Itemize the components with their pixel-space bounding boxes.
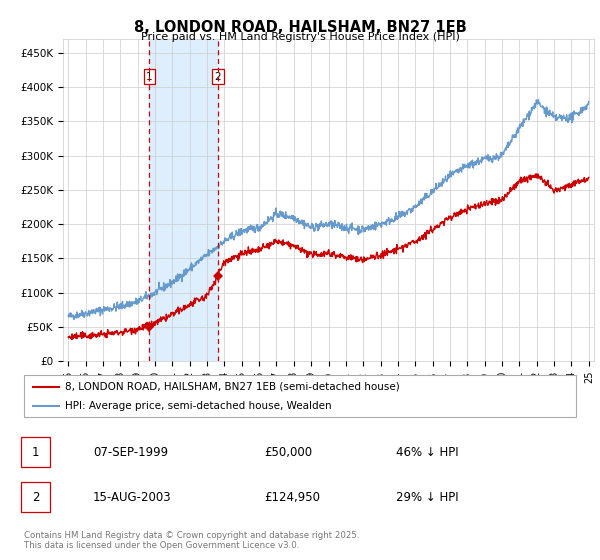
Text: Price paid vs. HM Land Registry's House Price Index (HPI): Price paid vs. HM Land Registry's House … <box>140 32 460 43</box>
FancyBboxPatch shape <box>24 375 576 417</box>
Text: 1: 1 <box>32 446 39 459</box>
Text: £50,000: £50,000 <box>264 446 312 459</box>
Text: £124,950: £124,950 <box>264 491 320 503</box>
Text: 29% ↓ HPI: 29% ↓ HPI <box>396 491 458 503</box>
Text: 15-AUG-2003: 15-AUG-2003 <box>93 491 172 503</box>
Text: 2: 2 <box>214 72 221 82</box>
Text: 2: 2 <box>32 491 39 503</box>
Text: Contains HM Land Registry data © Crown copyright and database right 2025.
This d: Contains HM Land Registry data © Crown c… <box>24 531 359 550</box>
Text: 07-SEP-1999: 07-SEP-1999 <box>93 446 168 459</box>
Text: 46% ↓ HPI: 46% ↓ HPI <box>396 446 458 459</box>
Text: HPI: Average price, semi-detached house, Wealden: HPI: Average price, semi-detached house,… <box>65 401 332 411</box>
FancyBboxPatch shape <box>21 437 50 467</box>
Bar <box>149 39 218 361</box>
Text: 1: 1 <box>146 72 153 82</box>
Text: 8, LONDON ROAD, HAILSHAM, BN27 1EB (semi-detached house): 8, LONDON ROAD, HAILSHAM, BN27 1EB (semi… <box>65 381 400 391</box>
Text: 8, LONDON ROAD, HAILSHAM, BN27 1EB: 8, LONDON ROAD, HAILSHAM, BN27 1EB <box>134 20 466 35</box>
FancyBboxPatch shape <box>21 482 50 512</box>
